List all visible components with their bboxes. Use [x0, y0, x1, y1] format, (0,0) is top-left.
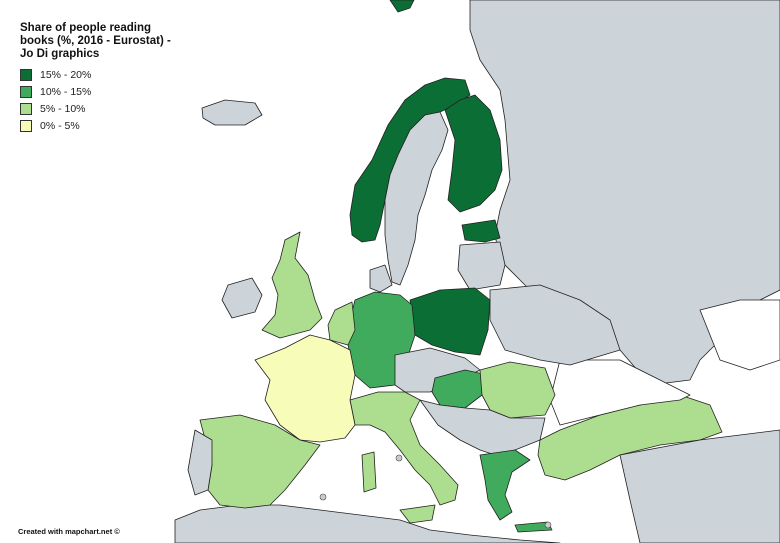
region-iceland: [201, 99, 263, 126]
region-france: [254, 334, 356, 443]
region-luxembourg: [319, 493, 327, 501]
region-hungary: [431, 369, 489, 409]
region-united-kingdom: [261, 231, 323, 339]
region-ireland: [221, 277, 263, 319]
legend-label: 5% - 10%: [40, 102, 86, 115]
region-ukraine: [489, 284, 621, 366]
region-denmark: [369, 264, 393, 293]
legend-label: 0% - 5%: [40, 119, 80, 132]
region-baltics: [457, 241, 506, 291]
region-caucasus: [699, 299, 780, 371]
credit-text: Created with mapchart.net ©: [18, 527, 120, 536]
legend-label: 10% - 15%: [40, 85, 92, 98]
region-italy: [349, 391, 459, 506]
region-portugal: [187, 429, 213, 496]
region-svalbard: [389, 0, 415, 13]
legend-item: 10% - 15%: [20, 83, 180, 100]
region-cyprus: [544, 521, 552, 529]
region-netherlands: [327, 301, 356, 346]
region-finland: [444, 94, 503, 213]
region-sweden: [384, 111, 449, 286]
region-romania: [479, 361, 556, 419]
region-estonia: [461, 219, 501, 243]
legend-swatch: [20, 119, 32, 132]
legend-label: 15% - 20%: [40, 68, 92, 81]
region-black-sea: [549, 359, 691, 426]
legend-swatch: [20, 85, 32, 98]
region-sicily: [399, 504, 436, 524]
region-middle-east: [619, 429, 780, 543]
legend-item: 5% - 10%: [20, 100, 180, 117]
region-balkans: [419, 399, 546, 456]
map-legend: Share of people reading books (%, 2016 -…: [20, 22, 180, 134]
region-malta: [395, 454, 403, 462]
legend-title: Share of people reading books (%, 2016 -…: [20, 22, 171, 60]
region-sardinia: [361, 451, 377, 493]
legend-item: 0% - 5%: [20, 117, 180, 134]
legend-item: 15% - 20%: [20, 66, 180, 83]
region-poland: [409, 287, 491, 356]
legend-swatch: [20, 102, 32, 115]
legend-swatch: [20, 68, 32, 81]
region-greece: [479, 449, 531, 521]
region-crete: [514, 521, 553, 533]
